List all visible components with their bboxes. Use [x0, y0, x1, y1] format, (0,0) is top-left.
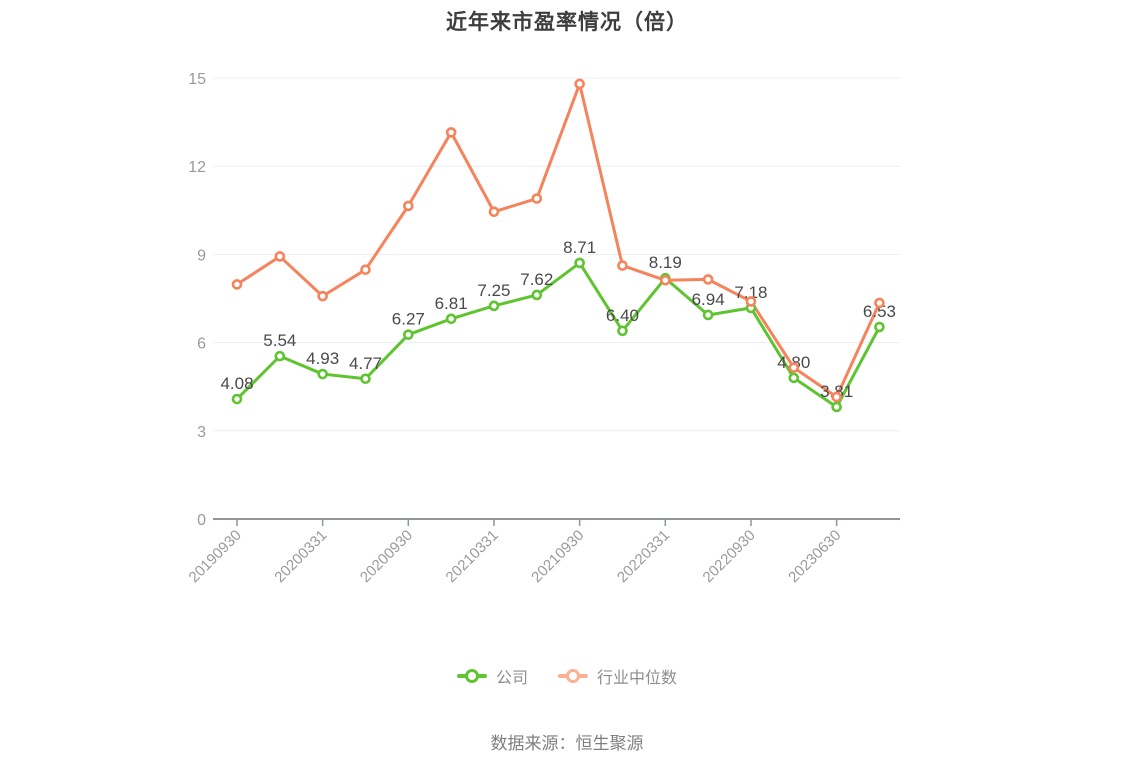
data-point-行业中位数[interactable]: [445, 127, 457, 138]
x-axis-tick-label: 20190930: [186, 527, 245, 586]
data-point-行业中位数[interactable]: [831, 391, 842, 403]
x-axis-tick-label: 20230630: [785, 527, 844, 586]
data-point-行业中位数[interactable]: [403, 200, 414, 212]
legend-item-label: 公司: [495, 670, 528, 687]
y-axis-tick-label: 9: [197, 247, 206, 264]
data-point-公司[interactable]: [574, 257, 585, 269]
series-line-行业中位数[interactable]: [235, 82, 881, 399]
data-point-公司[interactable]: [403, 329, 414, 340]
data-point-label: 4.08: [220, 374, 253, 393]
industry-series-marker-icon: [558, 669, 588, 683]
legend-item-industry-median[interactable]: 行业中位数: [558, 664, 677, 688]
data-point-label: 6.53: [863, 302, 896, 321]
industry-marker-circle-icon: [566, 669, 580, 683]
x-axis-tick-label: 20210930: [528, 527, 587, 586]
data-point-label: 7.25: [477, 281, 510, 300]
data-point-label: 4.93: [306, 349, 339, 368]
data-point-行业中位数[interactable]: [659, 274, 671, 286]
data-point-公司[interactable]: [874, 321, 885, 333]
x-axis-tick-label: 20220331: [614, 527, 673, 586]
data-point-行业中位数[interactable]: [360, 264, 371, 275]
data-point-行业中位数[interactable]: [317, 290, 328, 302]
data-point-公司[interactable]: [360, 373, 371, 385]
y-axis-tick-label: 3: [197, 424, 206, 441]
data-point-行业中位数[interactable]: [702, 274, 714, 285]
x-axis-tick-label: 20210331: [443, 527, 502, 586]
data-point-label: 7.18: [734, 283, 767, 302]
y-axis-tick-label: 0: [197, 512, 206, 529]
data-point-行业中位数[interactable]: [745, 296, 757, 307]
legend-item-company[interactable]: 公司: [456, 664, 528, 688]
data-point-公司[interactable]: [317, 368, 328, 380]
data-point-label: 3.81: [820, 382, 853, 401]
data-point-label: 6.27: [392, 310, 425, 329]
data-point-label: 4.77: [349, 354, 382, 373]
data-point-label: 7.62: [520, 270, 553, 289]
y-axis-tick-label: 12: [188, 159, 206, 176]
data-point-行业中位数[interactable]: [488, 206, 500, 218]
data-point-行业中位数[interactable]: [617, 260, 628, 271]
data-point-label: 5.54: [263, 331, 296, 350]
data-point-行业中位数[interactable]: [231, 279, 243, 290]
data-point-行业中位数[interactable]: [274, 251, 286, 262]
data-point-行业中位数[interactable]: [574, 78, 585, 90]
data-point-公司[interactable]: [788, 372, 800, 384]
data-point-label: 8.19: [649, 253, 682, 272]
x-axis-tick-label: 20220930: [700, 527, 759, 586]
data-point-label: 6.81: [435, 294, 468, 313]
x-axis-tick-label: 20200930: [357, 527, 416, 586]
data-point-行业中位数[interactable]: [531, 193, 543, 204]
data-point-公司[interactable]: [488, 300, 500, 312]
legend: 公司 行业中位数: [0, 663, 1134, 689]
legend-item-label: 行业中位数: [597, 670, 678, 687]
data-point-公司[interactable]: [531, 289, 543, 301]
y-axis-tick-label: 6: [197, 336, 206, 353]
data-point-公司[interactable]: [231, 393, 243, 405]
data-point-公司[interactable]: [702, 309, 714, 321]
data-point-label: 6.94: [692, 290, 725, 309]
data-point-label: 8.71: [563, 238, 596, 257]
chart-title: 近年来市盈率情况（倍）: [446, 11, 688, 34]
data-point-公司[interactable]: [617, 325, 628, 337]
y-axis-tick-label: 15: [188, 71, 206, 88]
data-point-公司[interactable]: [274, 350, 286, 362]
data-point-行业中位数[interactable]: [874, 297, 885, 309]
data-point-公司[interactable]: [831, 401, 842, 413]
data-point-行业中位数[interactable]: [788, 362, 800, 373]
x-axis-tick-label: 20200331: [271, 527, 330, 586]
series-line-公司[interactable]: [235, 261, 881, 409]
data-point-label: 6.40: [606, 306, 639, 325]
company-series-marker-icon: [456, 669, 487, 683]
company-marker-circle-icon: [464, 669, 479, 683]
data-point-公司[interactable]: [445, 313, 457, 325]
data-source-note: 数据来源：恒生聚源: [490, 734, 644, 753]
